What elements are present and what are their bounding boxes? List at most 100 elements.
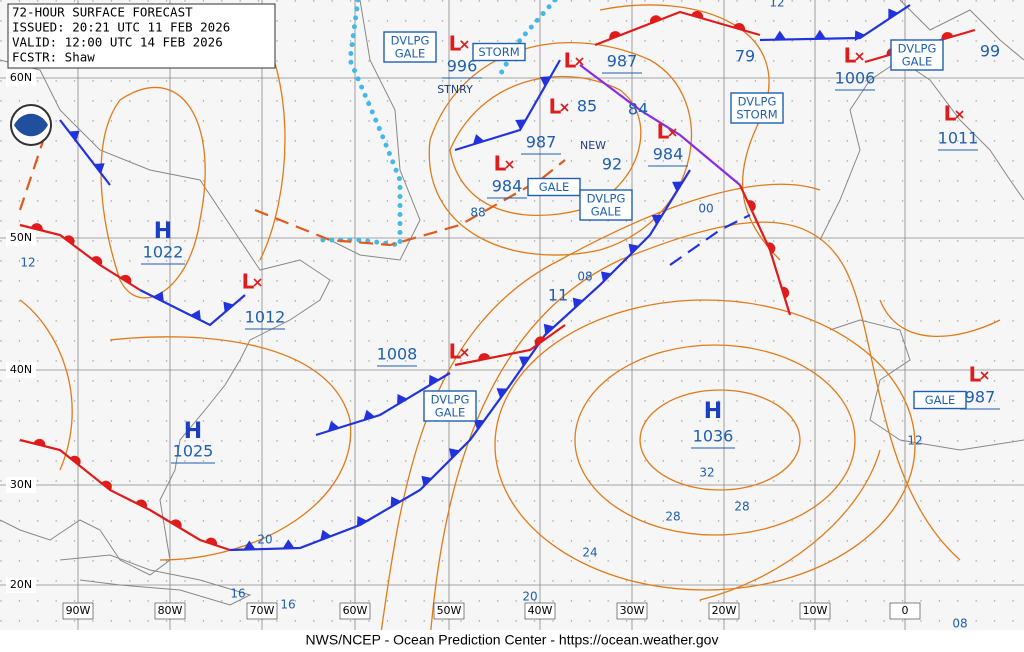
cold-front-triangle [68, 130, 80, 142]
low-pressure: 987 [965, 388, 996, 407]
low-symbol: L [549, 95, 562, 119]
latitude-label: 60N [10, 71, 32, 84]
low-symbol: L [844, 44, 857, 68]
latitude-label-box [6, 362, 36, 378]
warning-text: STORM [478, 45, 519, 59]
high-symbol: H [704, 399, 722, 424]
cold-front-triangle [473, 419, 485, 430]
cold-front-triangle [328, 420, 340, 432]
isobar-label: 16 [280, 598, 295, 612]
longitude-label: 70W [250, 604, 275, 617]
footer-credit: NWS/NCEP - Ocean Prediction Center - htt… [306, 632, 719, 648]
latitude-label: 20N [10, 578, 32, 591]
isobar-label: 20 [522, 590, 537, 604]
cold-front-triangle [672, 181, 683, 192]
high-symbol: H [154, 219, 172, 244]
warning-box [890, 39, 944, 71]
isobar-label: 99 [980, 42, 1000, 61]
cold-front-triangle [363, 409, 375, 421]
latitude-label: 30N [10, 478, 32, 491]
low-pressure: 1008 [377, 345, 418, 364]
longitude-label: 60W [343, 604, 368, 617]
longitude-label-box [154, 602, 186, 620]
low-pressure: 1006 [835, 69, 876, 88]
warning-box [913, 390, 967, 410]
isobar-label: 00 [698, 202, 713, 216]
warning-text: DVLPG [738, 95, 777, 109]
longitude-label-box [799, 602, 831, 620]
warm-front-semicircle [170, 519, 182, 529]
cold-front-triangle [515, 119, 527, 130]
cold-front-triangle [572, 297, 584, 309]
cold-front-triangle [472, 134, 485, 145]
low-x [253, 278, 262, 287]
ice-edge [315, 0, 558, 248]
low-symbol: L [242, 270, 255, 294]
warm-front-semicircle [69, 455, 81, 466]
isobar-label: 84 [628, 100, 648, 119]
low-x [955, 110, 964, 119]
longitude-label-box [433, 602, 465, 620]
low-symbol: L [657, 120, 670, 144]
high-pressure: 1025 [173, 442, 214, 461]
longitude-label: 20W [712, 604, 737, 617]
isobar-label: 79 [735, 47, 755, 66]
isobar-label: 12 [769, 0, 784, 10]
warning-box [423, 390, 477, 422]
warm-front-semicircle [941, 32, 954, 40]
longitude-label-box [339, 602, 371, 620]
isobar-label: 32 [699, 466, 714, 480]
header-line: 72-HOUR SURFACE FORECAST [12, 5, 193, 20]
warning-text: GALE [395, 47, 425, 61]
warning-text: DVLPG [898, 42, 937, 56]
latitude-label: 40N [10, 363, 32, 376]
cold-front-triangle [543, 323, 555, 335]
warning-box [730, 92, 784, 124]
warm-front-semicircle [205, 537, 218, 546]
low-x [560, 103, 569, 112]
latitude-label-box [6, 230, 36, 246]
longitude-label: 90W [66, 604, 91, 617]
warning-text: GALE [591, 205, 621, 219]
cold-front-triangle [600, 271, 612, 282]
cold-front-triangle [93, 163, 105, 174]
high-pressure: 1036 [693, 427, 734, 446]
low-pressure: 987 [526, 133, 557, 152]
warning-text: DVLPG [587, 192, 626, 206]
low-x [460, 348, 469, 357]
longitude-label-box [524, 602, 556, 620]
warning-text: STORM [736, 108, 777, 122]
warm-front-semicircle [781, 286, 790, 299]
low-pressure: 987 [607, 52, 638, 71]
high-pressure: 1022 [143, 243, 184, 262]
warm-front-semicircle [30, 223, 43, 231]
longitude-label: 10W [803, 604, 828, 617]
low-pressure: 1011 [938, 129, 979, 148]
header-line: FCSTR: Shaw [12, 50, 95, 65]
low-x [505, 160, 514, 169]
longitude-label: 0 [902, 604, 909, 617]
warm-front-semicircle [120, 274, 132, 285]
warm-front-semicircle [649, 15, 662, 24]
warm-front-semicircle [91, 256, 103, 266]
longitude-label-box [889, 602, 921, 620]
isobar-label: 20 [257, 533, 272, 547]
low-symbol: L [494, 152, 507, 176]
cold-front-triangle [496, 388, 508, 399]
cold-front-triangle [356, 516, 368, 527]
isobar-label: 08 [952, 617, 967, 631]
warm-front-semicircle [478, 353, 491, 361]
noaa-logo [10, 104, 52, 146]
low-pressure: 984 [492, 177, 523, 196]
cold-front-triangle [854, 30, 866, 42]
low-symbol: L [564, 49, 577, 73]
warning-text: GALE [902, 55, 932, 69]
warning-box [472, 42, 526, 62]
longitude-label: 80W [158, 604, 183, 617]
isobar-label: 28 [734, 500, 749, 514]
isobar-label: 12 [20, 256, 35, 270]
longitude-label-box [616, 602, 648, 620]
longitude-label-box [708, 602, 740, 620]
warm-front-semicircle [747, 200, 756, 212]
warm-front-semicircle [63, 235, 75, 246]
